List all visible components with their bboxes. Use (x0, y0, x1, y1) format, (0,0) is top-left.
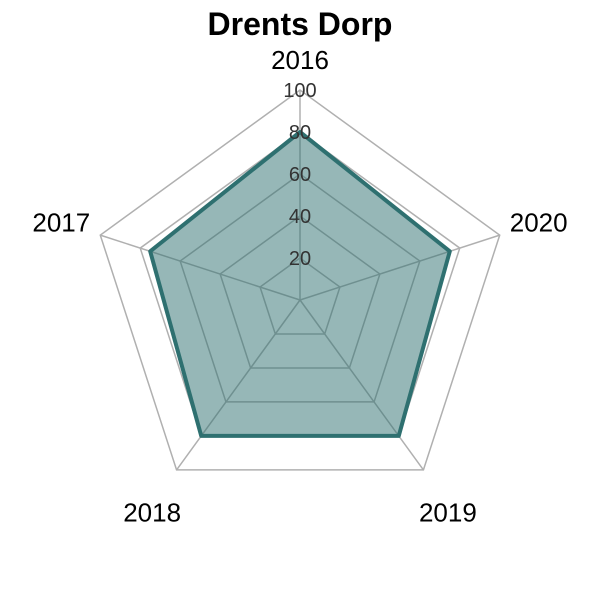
tick-label: 80 (289, 122, 311, 144)
tick-layer: 20 40 60 80 100 (283, 80, 316, 270)
series-area (148, 130, 452, 438)
category-label: 2018 (123, 497, 181, 527)
category-label: 2016 (271, 45, 329, 75)
axis-label-layer: 2016 2017 2018 2019 2020 (32, 45, 567, 527)
series-layer (148, 130, 452, 438)
tick-label: 20 (289, 248, 311, 270)
tick-label: 40 (289, 206, 311, 228)
tick-label: 60 (289, 164, 311, 186)
category-label: 2020 (510, 208, 568, 238)
chart-title: Drents Dorp (207, 6, 393, 42)
category-label: 2019 (419, 497, 477, 527)
category-label: 2017 (32, 208, 90, 238)
tick-label: 100 (283, 80, 316, 102)
grid-ring (99, 89, 501, 471)
